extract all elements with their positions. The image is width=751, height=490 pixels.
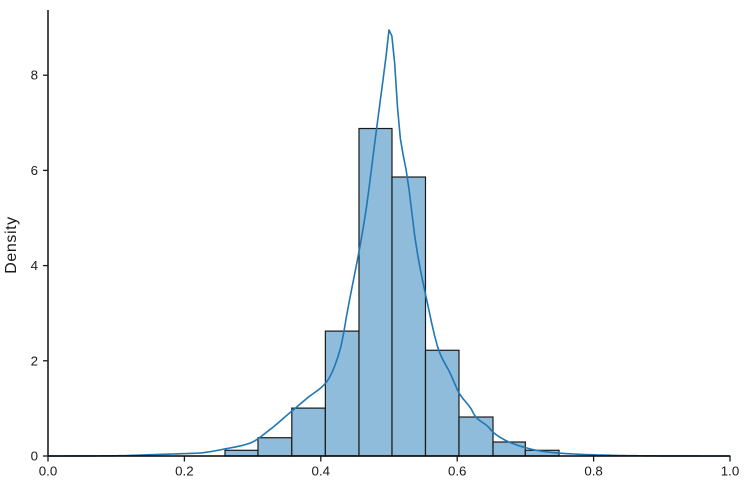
svg-text:0.2: 0.2 bbox=[175, 464, 194, 479]
svg-text:1.0: 1.0 bbox=[721, 464, 740, 479]
svg-text:0.6: 0.6 bbox=[448, 464, 467, 479]
svg-text:2: 2 bbox=[31, 353, 38, 368]
svg-text:0.4: 0.4 bbox=[312, 464, 331, 479]
svg-text:8: 8 bbox=[31, 68, 38, 83]
svg-text:4: 4 bbox=[31, 258, 38, 273]
svg-text:0.0: 0.0 bbox=[39, 464, 58, 479]
svg-text:Density: Density bbox=[3, 216, 20, 274]
svg-text:6: 6 bbox=[31, 163, 38, 178]
svg-text:0: 0 bbox=[31, 449, 38, 464]
svg-text:0.8: 0.8 bbox=[584, 464, 603, 479]
